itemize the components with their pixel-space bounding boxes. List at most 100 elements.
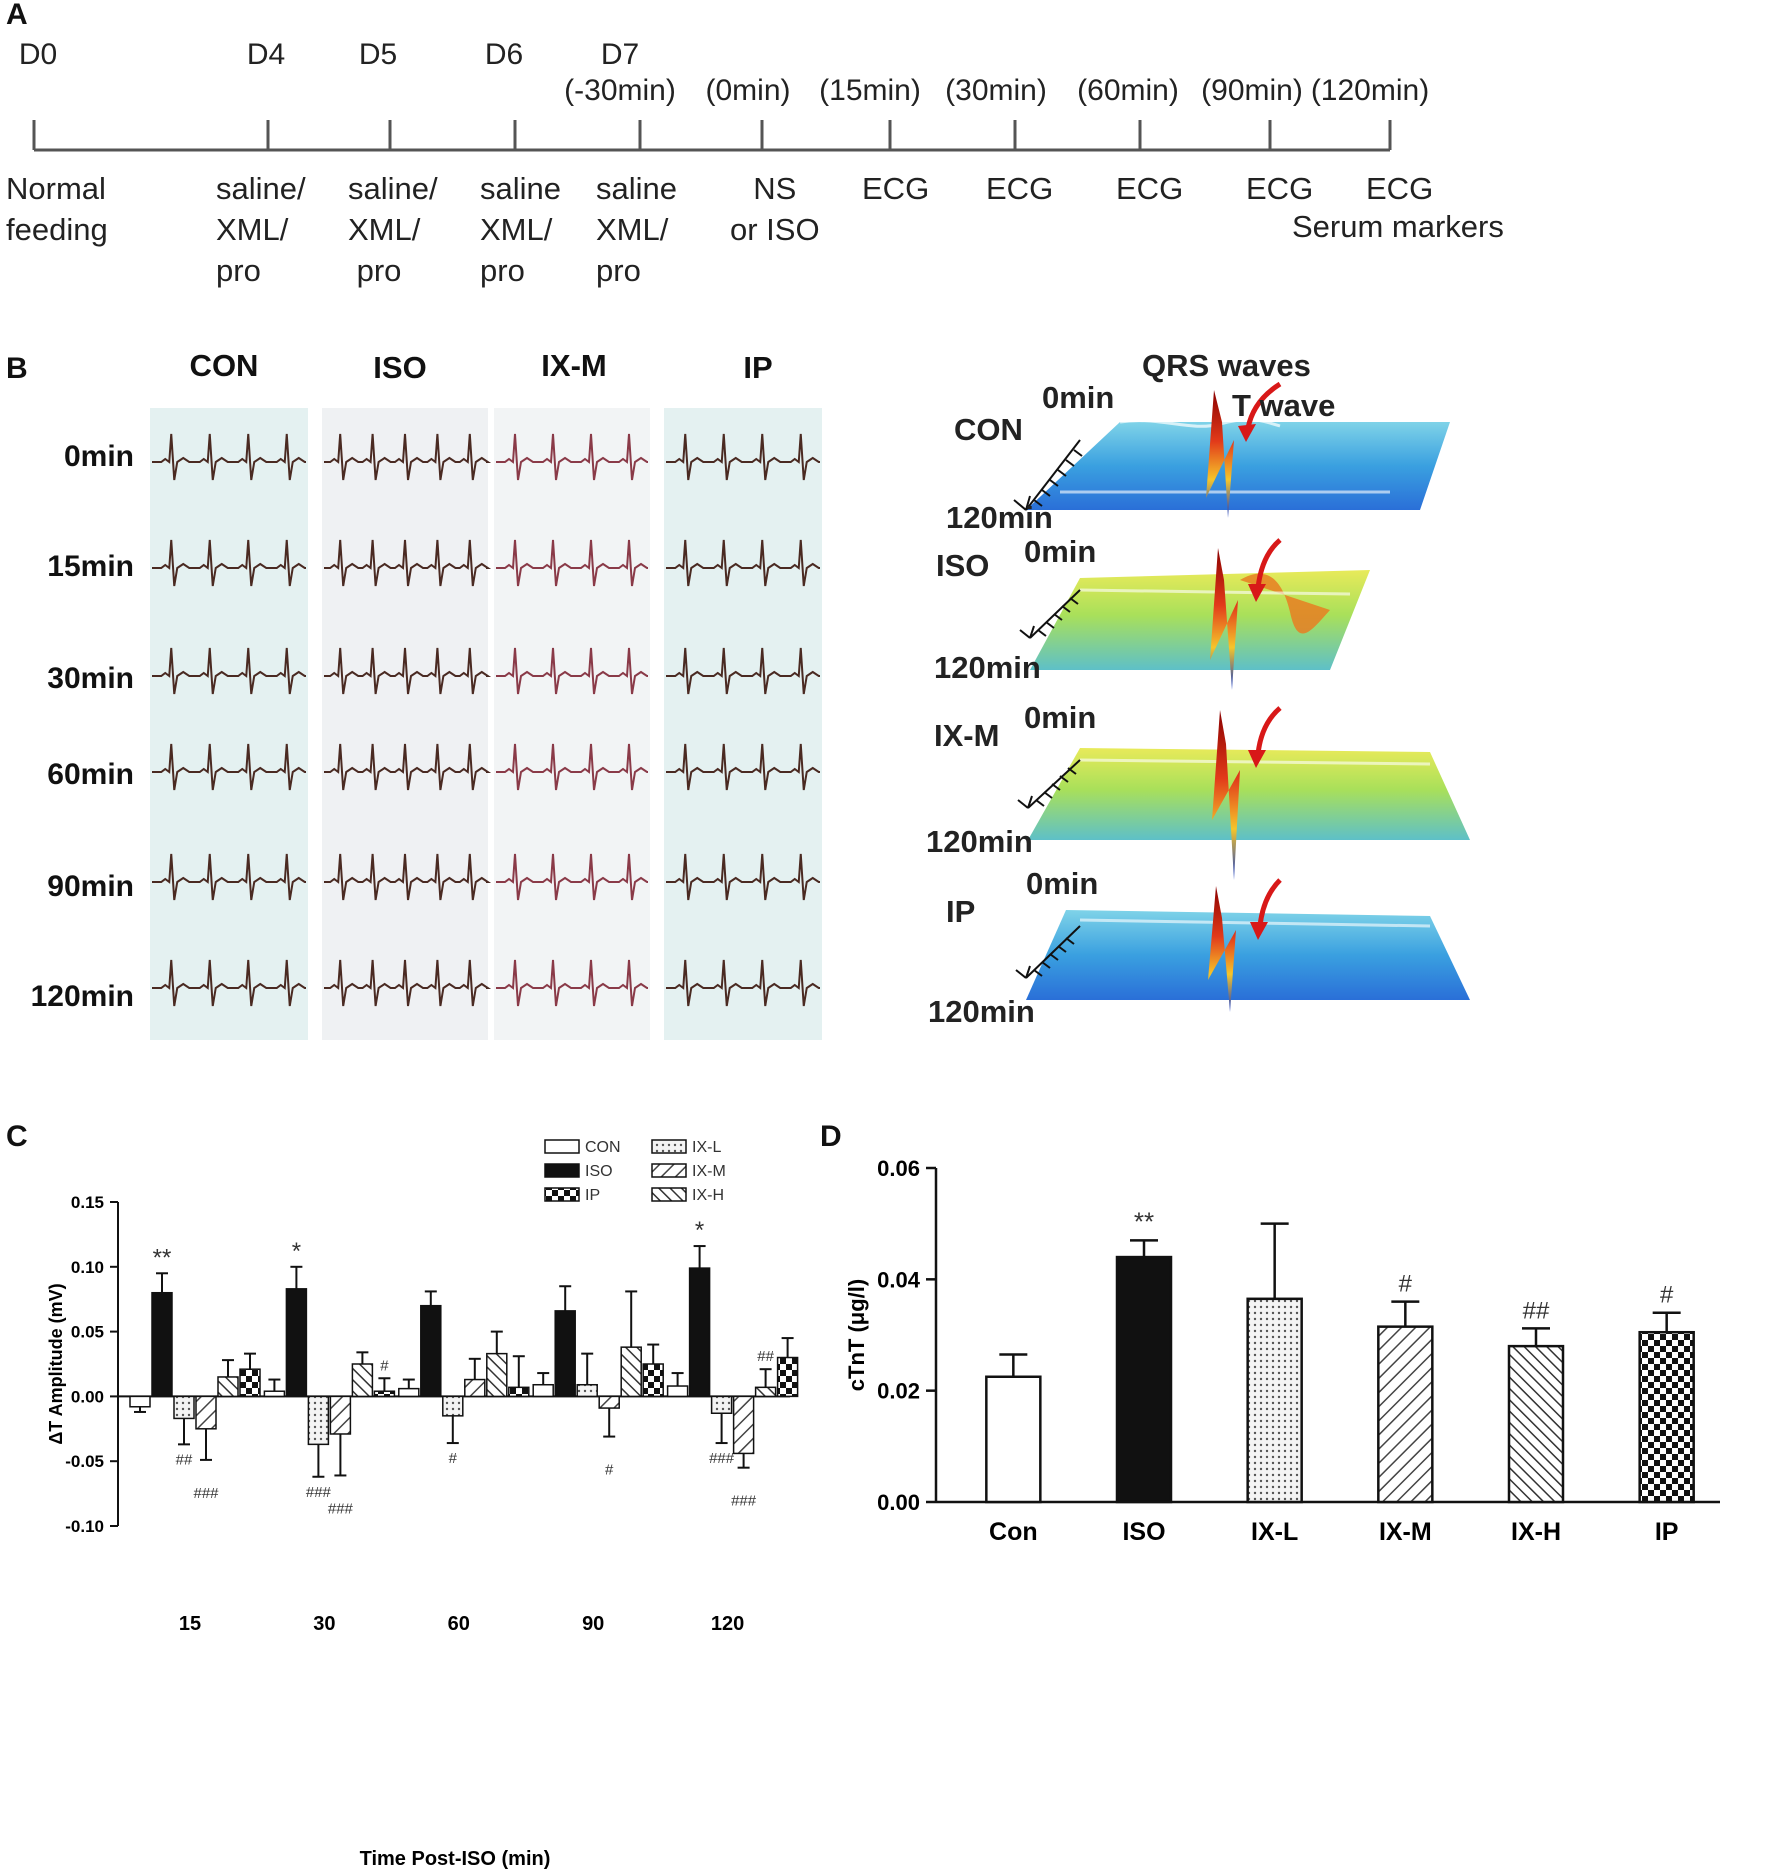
waterfall-ixm-end: 120min [926, 824, 1033, 859]
timeline-top-d6: D6 [484, 38, 524, 71]
chart-c-bar [307, 1395, 330, 1446]
chart-d-category-label: IX-L [1251, 1518, 1298, 1546]
chart-c-y-label: ΔT Amplitude (mV) [46, 1283, 66, 1444]
chart-c-bar [351, 1363, 374, 1398]
chart-c-bar [285, 1288, 308, 1398]
timeline-bottom-ecg-15: ECG [862, 171, 930, 206]
chart-c-bar [754, 1386, 777, 1398]
chart-c-legend-swatch [651, 1139, 687, 1154]
chart-d-y-tick-label: 0.04 [877, 1267, 921, 1292]
ecg-trace [324, 743, 492, 791]
chart-c-y-tick-label: 0.00 [71, 1387, 104, 1406]
ecg-row-label-120min: 120min [30, 980, 134, 1013]
chart-c-annotation: * [695, 1217, 704, 1244]
ecg-trace [152, 959, 306, 1007]
panel-label-b: B [6, 352, 28, 385]
ecg-row-label-60min: 60min [47, 758, 134, 791]
chart-d-category-label: ISO [1122, 1518, 1165, 1546]
chart-c-bar [554, 1310, 576, 1398]
chart-d-y-tick-label: 0.00 [877, 1490, 920, 1515]
chart-c-bar [464, 1378, 486, 1398]
ecg-trace [666, 743, 820, 791]
chart-c-legend-label: IX-H [692, 1187, 724, 1204]
chart-c-bar [398, 1387, 420, 1398]
chart-d-annotation: ## [1523, 1297, 1550, 1324]
ecg-row-label-0min: 0min [63, 440, 134, 473]
chart-c-annotation: ### [328, 1500, 354, 1517]
chart-c-bar [508, 1386, 530, 1398]
chart-c-bar [217, 1376, 239, 1398]
waterfall-con [1013, 381, 1450, 518]
chart-c-bar [420, 1304, 442, 1398]
timeline-bottom-serum-markers: Serum markers [1292, 209, 1504, 244]
chart-c-y-tick-label: 0.10 [71, 1258, 104, 1277]
waterfall-iso-end: 120min [934, 650, 1041, 685]
chart-c-annotation: ** [153, 1244, 172, 1271]
chart-c-bar [486, 1352, 508, 1398]
waterfall-ixm-start: 0min [1024, 700, 1097, 735]
ecg-header-con: CON [189, 348, 259, 383]
chart-c-legend-swatch [544, 1163, 580, 1178]
chart-c-bar [195, 1395, 217, 1430]
waterfall-ip-end: 120min [928, 994, 1035, 1029]
timeline-bottom-ecg-120: ECG [1366, 171, 1434, 206]
ecg-trace [152, 853, 306, 901]
chart-c-annotation: ## [176, 1451, 193, 1468]
ecg-trace [324, 539, 492, 587]
chart-d-annotation: # [1660, 1282, 1674, 1309]
chart-d-bar [1246, 1297, 1303, 1504]
chart-d-bar [1377, 1325, 1434, 1504]
timeline-bottom-ecg-90: ECG [1246, 171, 1314, 206]
timeline-top-60min: (60min) [1077, 74, 1179, 107]
chart-d-annotation: # [1399, 1271, 1413, 1298]
chart-c-annotation: # [449, 1450, 458, 1467]
timeline-bottom-d7: saline XML/ pro [596, 171, 677, 288]
chart-d-bar [985, 1375, 1042, 1504]
chart-c-category-label: 15 [179, 1613, 201, 1635]
timeline-bottom-ns-iso: NS or ISO [730, 171, 820, 247]
chart-c-legend-label: CON [585, 1139, 621, 1156]
chart-d-y-label: cTnT (μg/l) [844, 1279, 869, 1391]
ecg-traces [152, 433, 820, 1007]
chart-c-legend-swatch [544, 1139, 580, 1154]
waterfall-con-label: CON [954, 412, 1023, 447]
chart-c-bar [442, 1395, 464, 1417]
ecg-trace [324, 433, 492, 481]
ecg-trace [152, 743, 306, 791]
ecg-trace [666, 433, 820, 481]
chart-d-category-label: IX-M [1379, 1518, 1432, 1546]
timeline-top-minus30: (-30min) [564, 74, 676, 107]
chart-c-category-label: 30 [313, 1613, 335, 1635]
waterfall-ixm-label: IX-M [934, 718, 1000, 753]
ecg-trace [666, 539, 820, 587]
timeline-top-30min: (30min) [945, 74, 1047, 107]
chart-c-bar [666, 1385, 689, 1398]
chart-c-legend-swatch [651, 1187, 687, 1202]
chart-c-y-tick-label: 0.15 [71, 1193, 104, 1212]
chart-c-category-label: 90 [582, 1613, 604, 1635]
ecg-row-label-15min: 15min [47, 550, 134, 583]
timeline-top-d4: D4 [246, 38, 286, 71]
ecg-column-ip [664, 408, 822, 1040]
chart-d-category-label: IX-H [1511, 1518, 1561, 1546]
ecg-row-label-30min: 30min [47, 662, 134, 695]
chart-c-bar [620, 1346, 642, 1398]
chart-c-bar [710, 1395, 733, 1414]
panel-label-a: A [6, 0, 28, 31]
ecg-trace [496, 959, 648, 1007]
waterfall-title: QRS waves [1142, 348, 1311, 383]
chart-c-legend-swatch [544, 1187, 580, 1202]
chart-c-bar [776, 1356, 799, 1398]
waterfall-twave-label: T wave [1232, 388, 1336, 423]
chart-c-x-label: Time Post-ISO (min) [360, 1848, 551, 1870]
chart-c-bar [576, 1383, 598, 1398]
chart-c-bar [329, 1395, 352, 1435]
chart-c-legend-label: IX-M [692, 1163, 726, 1180]
chart-c-y-tick-label: -0.10 [65, 1517, 104, 1536]
chart-d-y-tick-label: 0.02 [877, 1379, 920, 1404]
chart-c-annotation: * [292, 1238, 301, 1265]
chart-c-bar [688, 1267, 711, 1398]
timeline-bottom-normal-feeding: Normal feeding [6, 171, 108, 247]
chart-c-legend-label: ISO [585, 1163, 613, 1180]
chart-d-category-label: Con [989, 1518, 1038, 1546]
